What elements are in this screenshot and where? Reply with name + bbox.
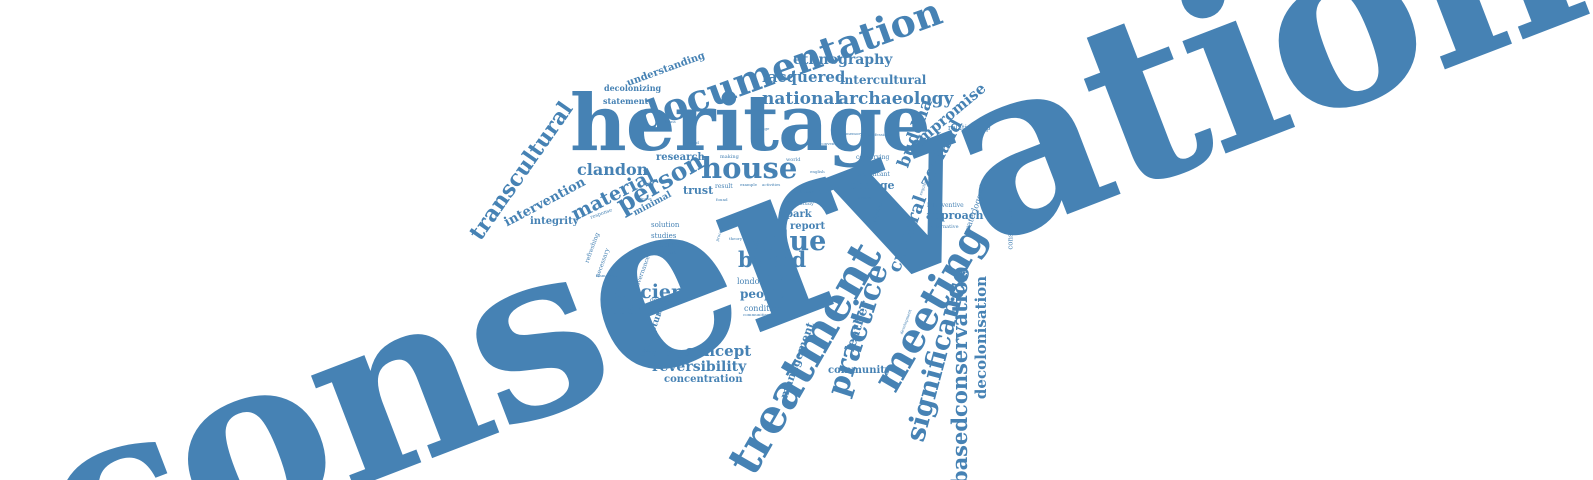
word-found: found (716, 197, 728, 202)
word-park: park (786, 209, 812, 220)
word-based: based (738, 247, 807, 272)
word-study: study (800, 201, 814, 207)
word-reversibility: reversibility (652, 359, 747, 375)
word-context: context (657, 250, 676, 256)
word-located: located (800, 189, 815, 194)
word-trust: trust (683, 184, 714, 197)
word-house: house (701, 151, 798, 185)
word-approach: approach (926, 209, 984, 222)
word-ethnography: ethnography (793, 52, 893, 68)
word-alternative: alternative (931, 224, 959, 230)
word-communities: communities (743, 312, 769, 317)
word-statement: statement (603, 96, 649, 106)
word-framework: framework (596, 273, 619, 278)
word-chinese: chinese (636, 196, 652, 201)
word-decolonizing: decolonizing (604, 83, 662, 93)
word-determine: determine (650, 297, 682, 304)
word-significant: significant (858, 171, 890, 178)
word-solution: solution (651, 221, 680, 229)
word-making: making (720, 154, 739, 160)
word-decolonisation: decolonisation (972, 275, 991, 400)
word-work: work (786, 199, 797, 204)
word-concentration: concentration (664, 374, 743, 385)
word-integrity: integrity (530, 216, 579, 227)
word-theory: theory (729, 236, 743, 241)
word-challenge: challenge (640, 349, 689, 359)
word-intercultural: intercultural (840, 73, 927, 87)
word-community: community (828, 365, 891, 376)
word-london: london (737, 277, 765, 286)
word-basedconservation: basedconservation (947, 265, 973, 480)
word-value: value (746, 226, 827, 257)
word-research: research (656, 152, 705, 163)
word-studies: studies (651, 232, 677, 240)
word-concept: concept (685, 342, 752, 360)
word-image: image (757, 126, 770, 131)
word-conserving: conserving (856, 154, 890, 161)
word-memory: memory (846, 131, 863, 136)
word-report: report (790, 221, 826, 232)
word-loans: loans (665, 119, 676, 124)
word-interventive: interventive (927, 202, 964, 209)
word-national: national (762, 89, 841, 109)
word-world: world (786, 157, 801, 163)
word-example: example (740, 182, 758, 187)
word-relationship: relationship (948, 124, 991, 132)
word-buddhist: buddhist (602, 303, 662, 317)
word-change: change (850, 179, 895, 192)
word-condition: condition (744, 304, 782, 313)
word-conservator: conservator (1006, 207, 1015, 250)
word-place: place (768, 272, 798, 283)
word-heritage: heritage (570, 78, 931, 169)
word-archaeology: archaeology (838, 89, 954, 109)
word-english: english (810, 169, 825, 174)
word-events: events (858, 195, 872, 200)
word-conventional: conventional (820, 141, 846, 146)
word-treated: treated (684, 140, 699, 145)
word-professional: professional (868, 132, 893, 137)
word-clandon: clandon (577, 160, 649, 179)
word-lacquered: lacquered (762, 68, 846, 86)
word-activities: activities (762, 182, 781, 187)
word-decision: decision (655, 241, 685, 249)
word-result: result (715, 183, 733, 190)
word-people: people (740, 287, 785, 301)
word-ancient: ancient (614, 281, 694, 303)
